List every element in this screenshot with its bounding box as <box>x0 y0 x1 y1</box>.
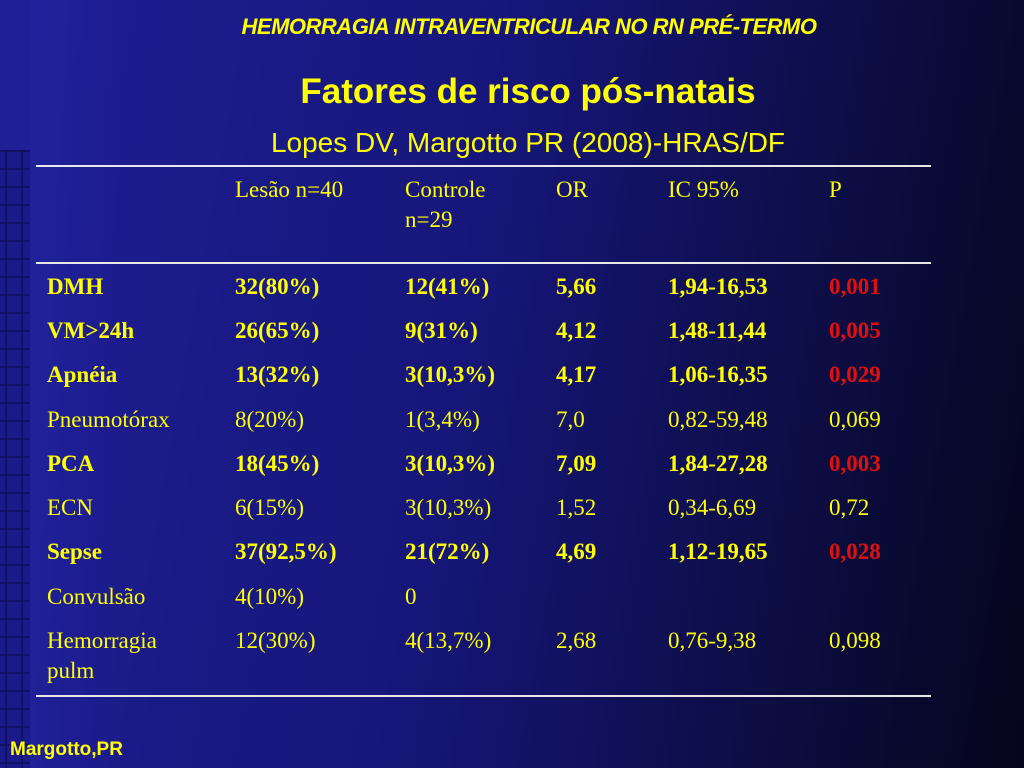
cell-p-value: 0,005 <box>829 318 881 343</box>
cell-ic: 0,76-9,38 <box>668 628 757 653</box>
row-label: Apnéia <box>47 360 117 390</box>
row-label-line: pulm <box>47 658 95 683</box>
row-label-line: Convulsão <box>47 584 146 609</box>
row-label-line: Apnéia <box>47 362 118 387</box>
cell-ic: 0,34-6,69 <box>668 495 757 520</box>
row-label-line: VM>24h <box>47 318 135 343</box>
row-label: Convulsão <box>47 582 145 612</box>
cell-or: 5,66 <box>556 274 597 299</box>
cell-or: 7,0 <box>556 407 585 432</box>
column-header-controle-line2: n=29 <box>405 207 453 232</box>
row-label-line: Hemorragia <box>47 628 157 653</box>
cell-p-value: 0,72 <box>829 495 870 520</box>
cell-or: 1,52 <box>556 495 597 520</box>
row-label-line: PCA <box>47 451 95 476</box>
column-header-ic: IC 95% <box>668 177 739 202</box>
cell-controle: 9(31%) <box>405 318 478 343</box>
row-label: DMH <box>47 272 103 302</box>
cell-controle: 4(13,7%) <box>405 628 492 653</box>
row-label: Hemorragia pulm <box>47 626 157 686</box>
slide-title: Fatores de risco pós-natais <box>300 72 756 111</box>
cell-controle: 3(10,3%) <box>405 495 492 520</box>
cell-p-value: 0,029 <box>829 362 881 387</box>
slide-footer-author: Margotto,PR <box>10 739 123 760</box>
cell-controle: 0 <box>405 584 417 609</box>
column-header-or: OR <box>556 177 588 202</box>
cell-controle: 3(10,3%) <box>405 362 496 387</box>
cell-p-value: 0,069 <box>829 407 881 432</box>
cell-or: 7,09 <box>556 451 597 476</box>
cell-ic: 1,84-27,28 <box>668 451 768 476</box>
cell-p-value: 0,098 <box>829 628 881 653</box>
cell-controle: 12(41%) <box>405 274 490 299</box>
cell-lesao: 4(10%) <box>235 584 304 609</box>
cell-p-value: 0,028 <box>829 539 881 564</box>
slide-subtitle: Lopes DV, Margotto PR (2008)-HRAS/DF <box>270 127 786 158</box>
row-label: VM>24h <box>47 316 134 346</box>
row-label: Pneumotórax <box>47 405 170 435</box>
cell-ic: 0,82-59,48 <box>668 407 768 432</box>
slide-header: HEMORRAGIA INTRAVENTRICULAR NO RN PRÉ-TE… <box>241 14 817 39</box>
cell-or: 4,69 <box>556 539 597 564</box>
row-label-line: Pneumotórax <box>47 407 170 432</box>
cell-lesao: 12(30%) <box>235 628 316 653</box>
table-bottom-rule <box>36 695 931 697</box>
cell-ic: 1,48-11,44 <box>668 318 767 343</box>
cell-or: 4,17 <box>556 362 597 387</box>
cell-p-value: 0,003 <box>829 451 881 476</box>
row-label-line: DMH <box>47 274 104 299</box>
cell-p-value: 0,001 <box>829 274 881 299</box>
cell-or: 4,12 <box>556 318 597 343</box>
cell-ic: 1,12-19,65 <box>668 539 768 564</box>
decorative-side-pattern <box>0 0 122 768</box>
column-header-lesao: Lesão n=40 <box>235 177 344 202</box>
column-header-controle-line1: Controle <box>405 177 486 202</box>
cell-or: 2,68 <box>556 628 597 653</box>
cell-lesao: 8(20%) <box>235 407 304 432</box>
cell-controle: 21(72%) <box>405 539 490 564</box>
cell-lesao: 18(45%) <box>235 451 320 476</box>
cell-lesao: 13(32%) <box>235 362 320 387</box>
row-label: ECN <box>47 493 93 523</box>
column-header-controle: Controle n=29 <box>405 175 486 235</box>
column-header-p: P <box>829 177 842 202</box>
table-top-rule <box>36 165 931 167</box>
cell-controle: 1(3,4%) <box>405 407 480 432</box>
cell-lesao: 6(15%) <box>235 495 304 520</box>
cell-lesao: 37(92,5%) <box>235 539 337 564</box>
cell-lesao: 32(80%) <box>235 274 320 299</box>
cell-lesao: 26(65%) <box>235 318 320 343</box>
table-header-rule <box>36 262 931 264</box>
cell-ic: 1,06-16,35 <box>668 362 768 387</box>
cell-controle: 3(10,3%) <box>405 451 496 476</box>
cell-ic: 1,94-16,53 <box>668 274 768 299</box>
row-label-line: ECN <box>47 495 93 520</box>
row-label: Sepse <box>47 537 102 567</box>
row-label-line: Sepse <box>47 539 102 564</box>
row-label: PCA <box>47 449 94 479</box>
